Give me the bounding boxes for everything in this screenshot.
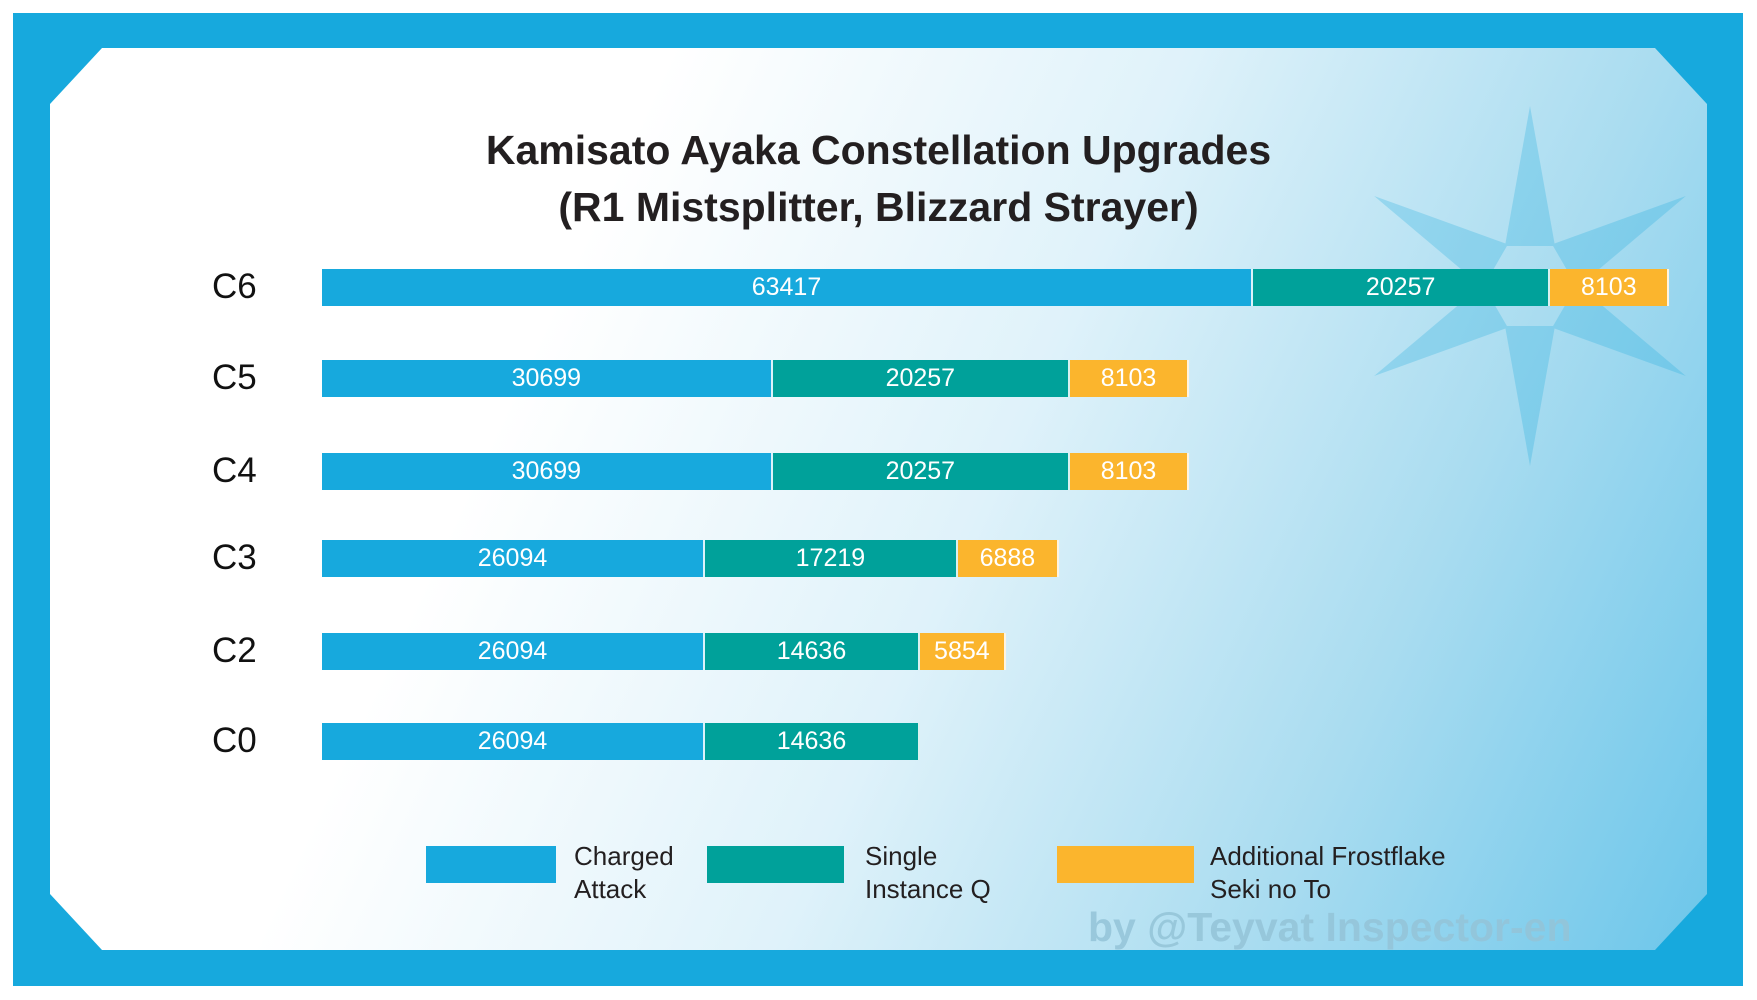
category-label-c2: C2 — [212, 631, 257, 670]
data-label: 26094 — [477, 727, 548, 755]
snowflake-decoration-icon — [1374, 106, 1686, 466]
data-label: 6888 — [979, 544, 1036, 572]
data-label: 20257 — [1365, 273, 1436, 301]
data-label: 8103 — [1100, 457, 1157, 485]
legend-swatch-2 — [1057, 846, 1194, 883]
data-label: 17219 — [795, 544, 866, 572]
bar-c4-series-0: 30699 — [322, 453, 773, 490]
bar-c6-series-0: 63417 — [322, 269, 1253, 306]
bar-c3-series-2: 6888 — [957, 540, 1059, 577]
data-label: 26094 — [477, 544, 548, 572]
bar-c5-series-1: 20257 — [772, 360, 1071, 397]
legend-label-1: Single Instance Q — [865, 841, 991, 904]
bar-c3-series-0: 26094 — [322, 540, 706, 577]
data-label: 20257 — [885, 457, 956, 485]
bar-c2-series-1: 14636 — [705, 633, 920, 670]
data-label: 5854 — [934, 637, 990, 665]
bar-c2-series-0: 26094 — [322, 633, 706, 670]
bar-c5-series-2: 8103 — [1070, 360, 1189, 397]
data-label: 30699 — [511, 364, 582, 392]
bar-c4-series-1: 20257 — [772, 453, 1071, 490]
chart-subtitle: (R1 Mistsplitter, Blizzard Strayer) — [558, 184, 1199, 230]
chart-title-line1: Kamisato Ayaka Constellation Upgrades — [485, 127, 1272, 173]
category-label-c0: C0 — [212, 721, 257, 760]
category-label-c3: C3 — [212, 538, 257, 577]
data-label: 30699 — [511, 457, 582, 485]
bar-c2-series-2: 5854 — [919, 633, 1006, 670]
chart-title: Kamisato Ayaka Constellation Upgrades (R… — [0, 122, 1757, 236]
data-label: 63417 — [751, 273, 822, 301]
bar-c5-series-0: 30699 — [322, 360, 773, 397]
category-label-c6: C6 — [212, 267, 257, 306]
category-label-c5: C5 — [212, 358, 257, 397]
legend-swatch-1 — [707, 846, 844, 883]
data-label: 8103 — [1580, 273, 1637, 301]
bar-c6-series-2: 8103 — [1550, 269, 1670, 306]
data-label: 14636 — [776, 637, 847, 665]
legend-label-2: Additional Frostflake Seki no To — [1210, 841, 1446, 904]
watermark: by @Teyvat Inspector-en — [1088, 904, 1572, 950]
legend-swatch-0 — [426, 846, 556, 883]
bar-c6-series-1: 20257 — [1252, 269, 1551, 306]
bar-c0-series-1: 14636 — [705, 723, 920, 760]
data-label: 26094 — [477, 637, 548, 665]
bar-c3-series-1: 17219 — [705, 540, 958, 577]
data-label: 8103 — [1100, 364, 1157, 392]
legend-label-0: Charged Attack — [574, 841, 674, 904]
category-label-c4: C4 — [212, 451, 257, 490]
bar-c0-series-0: 26094 — [322, 723, 706, 760]
chart-panel — [50, 48, 1707, 950]
data-label: 14636 — [776, 727, 847, 755]
bar-c4-series-2: 8103 — [1070, 453, 1189, 490]
data-label: 20257 — [885, 364, 956, 392]
